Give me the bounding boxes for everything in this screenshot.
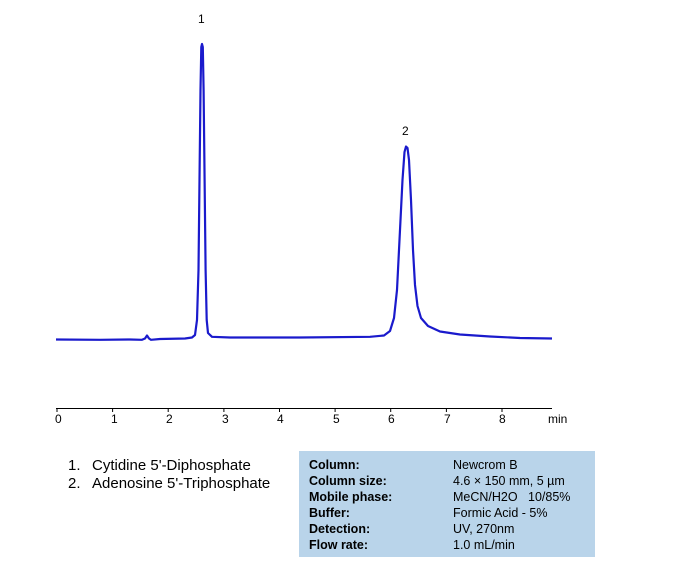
x-tick-label: 6 — [388, 412, 395, 426]
condition-value: 4.6 × 150 mm, 5 µm — [453, 474, 565, 488]
condition-value: UV, 270nm — [453, 522, 515, 536]
x-tick-label: 1 — [111, 412, 118, 426]
x-tick-label: 4 — [277, 412, 284, 426]
x-tick-label: 7 — [444, 412, 451, 426]
condition-label: Column size: — [309, 474, 387, 488]
condition-label: Buffer: — [309, 506, 350, 520]
peak-label-2: 2 — [402, 124, 409, 138]
condition-label: Flow rate: — [309, 538, 369, 552]
condition-label: Detection: — [309, 522, 371, 536]
compound-legend: 1. Cytidine 5'-Diphosphate 2. Adenosine 5'… — [68, 457, 270, 493]
method-conditions-box: Column: Newcrom B Column size: 4.6 × 150… — [299, 451, 595, 557]
x-tick-label: 8 — [499, 412, 506, 426]
x-axis-ticks — [56, 408, 503, 412]
condition-label: Column: — [309, 458, 360, 472]
condition-value: 1.0 mL/min — [453, 538, 515, 552]
legend-number: 2. — [68, 475, 81, 492]
x-tick-label: 5 — [333, 412, 340, 426]
legend-compound-name: Adenosine 5'-Triphosphate — [92, 475, 271, 492]
chromatogram-chart: 1 2 0 1 2 3 4 5 6 7 8 min — [55, 12, 567, 426]
chromatogram-trace — [55, 42, 553, 341]
peak-label-1: 1 — [198, 12, 205, 26]
x-tick-label: 2 — [166, 412, 173, 426]
condition-value: Formic Acid - 5% — [453, 506, 548, 520]
condition-label: Mobile phase: — [309, 490, 393, 504]
condition-value: Newcrom B — [453, 458, 518, 472]
legend-compound-name: Cytidine 5'-Diphosphate — [92, 457, 251, 474]
x-axis-unit-label: min — [548, 412, 567, 426]
legend-number: 1. — [68, 457, 81, 474]
condition-value: MeCN/H2O 10/85% — [453, 490, 571, 504]
x-tick-label: 0 — [55, 412, 62, 426]
x-tick-label: 3 — [222, 412, 229, 426]
legend-item-2: 2. Adenosine 5'-Triphosphate — [68, 475, 270, 493]
legend-item-1: 1. Cytidine 5'-Diphosphate — [68, 457, 270, 475]
